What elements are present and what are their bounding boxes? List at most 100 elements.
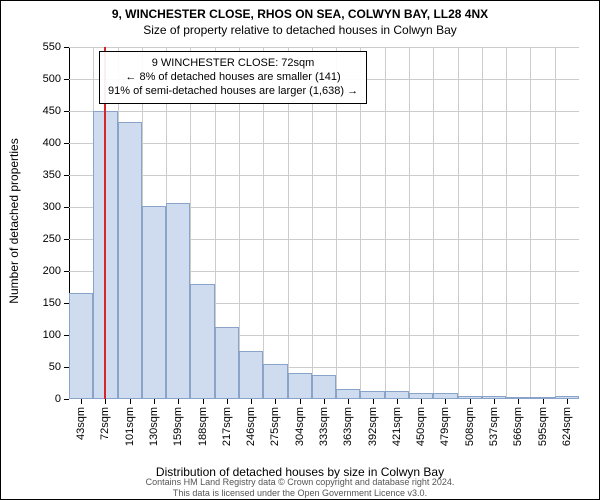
- x-tick-label: 130sqm: [148, 407, 160, 446]
- y-tick-label: 50: [21, 361, 61, 373]
- histogram-bar: [458, 396, 482, 399]
- histogram-bar: [166, 203, 190, 399]
- x-tick-label: 624sqm: [561, 407, 573, 446]
- annotation-line-3: 91% of semi-detached houses are larger (…: [108, 85, 358, 99]
- y-tick-label: 200: [21, 265, 61, 277]
- histogram-bar: [118, 122, 142, 399]
- x-tick-mark: [373, 399, 374, 404]
- footer-line-2: This data is licensed under the Open Gov…: [1, 488, 599, 498]
- histogram-bar: [555, 396, 579, 399]
- gridline-vertical: [506, 47, 507, 399]
- x-tick-label: 246sqm: [245, 407, 257, 446]
- x-tick-label: 72sqm: [99, 407, 111, 440]
- x-tick-mark: [324, 399, 325, 404]
- x-tick-label: 188sqm: [197, 407, 209, 446]
- annotation-line-2: ← 8% of detached houses are smaller (141…: [108, 71, 358, 85]
- y-tick-mark: [64, 239, 69, 240]
- histogram-bar: [215, 327, 239, 399]
- gridline-horizontal: [69, 175, 579, 176]
- x-tick-label: 304sqm: [294, 407, 306, 446]
- x-tick-mark: [397, 399, 398, 404]
- y-tick-label: 550: [21, 41, 61, 53]
- x-tick-mark: [81, 399, 82, 404]
- y-axis-title: Number of detached properties: [7, 138, 21, 303]
- y-tick-label: 100: [21, 329, 61, 341]
- x-tick-label: 479sqm: [439, 407, 451, 446]
- y-tick-mark: [64, 399, 69, 400]
- x-tick-mark: [445, 399, 446, 404]
- gridline-vertical: [482, 47, 483, 399]
- x-tick-label: 537sqm: [488, 407, 500, 446]
- x-tick-label: 421sqm: [391, 407, 403, 446]
- chart-title-main: 9, WINCHESTER CLOSE, RHOS ON SEA, COLWYN…: [1, 1, 599, 21]
- histogram-bar: [530, 397, 554, 399]
- x-tick-label: 392sqm: [367, 407, 379, 446]
- x-tick-label: 159sqm: [172, 407, 184, 446]
- x-tick-label: 595sqm: [537, 407, 549, 446]
- histogram-bar: [263, 364, 287, 399]
- gridline-vertical: [409, 47, 410, 399]
- y-tick-label: 450: [21, 105, 61, 117]
- x-tick-mark: [543, 399, 544, 404]
- x-tick-label: 363sqm: [342, 407, 354, 446]
- histogram-bar: [142, 206, 166, 399]
- x-tick-label: 333sqm: [318, 407, 330, 446]
- y-tick-mark: [64, 207, 69, 208]
- x-tick-mark: [154, 399, 155, 404]
- x-tick-mark: [203, 399, 204, 404]
- histogram-bar: [190, 284, 214, 399]
- gridline-vertical: [433, 47, 434, 399]
- footer-line-1: Contains HM Land Registry data © Crown c…: [1, 477, 599, 487]
- y-tick-label: 150: [21, 297, 61, 309]
- x-tick-mark: [494, 399, 495, 404]
- histogram-bar: [239, 351, 263, 399]
- x-tick-mark: [348, 399, 349, 404]
- y-tick-label: 250: [21, 233, 61, 245]
- y-tick-label: 0: [21, 393, 61, 405]
- x-tick-mark: [251, 399, 252, 404]
- x-tick-mark: [130, 399, 131, 404]
- y-tick-mark: [64, 111, 69, 112]
- y-tick-label: 300: [21, 201, 61, 213]
- histogram-bar: [360, 391, 384, 399]
- x-tick-mark: [300, 399, 301, 404]
- chart-container: 9, WINCHESTER CLOSE, RHOS ON SEA, COLWYN…: [0, 0, 600, 500]
- x-tick-label: 566sqm: [512, 407, 524, 446]
- y-tick-label: 350: [21, 169, 61, 181]
- chart-title-sub: Size of property relative to detached ho…: [1, 21, 599, 37]
- gridline-horizontal: [69, 47, 579, 48]
- x-tick-label: 450sqm: [415, 407, 427, 446]
- histogram-bar: [336, 389, 360, 399]
- histogram-bar: [409, 393, 433, 399]
- annotation-box: 9 WINCHESTER CLOSE: 72sqm← 8% of detache…: [99, 51, 367, 104]
- histogram-bar: [506, 397, 530, 399]
- x-tick-mark: [105, 399, 106, 404]
- gridline-vertical: [385, 47, 386, 399]
- histogram-bar: [385, 391, 409, 399]
- histogram-bar: [288, 373, 312, 399]
- gridline-horizontal: [69, 143, 579, 144]
- y-tick-label: 500: [21, 73, 61, 85]
- x-tick-mark: [518, 399, 519, 404]
- y-tick-mark: [64, 271, 69, 272]
- y-tick-label: 400: [21, 137, 61, 149]
- x-tick-label: 275sqm: [269, 407, 281, 446]
- gridline-vertical: [555, 47, 556, 399]
- x-tick-label: 508sqm: [464, 407, 476, 446]
- histogram-bar: [312, 375, 336, 399]
- y-tick-mark: [64, 143, 69, 144]
- y-tick-mark: [64, 79, 69, 80]
- x-tick-mark: [178, 399, 179, 404]
- x-tick-label: 43sqm: [75, 407, 87, 440]
- chart-footer: Contains HM Land Registry data © Crown c…: [1, 477, 599, 498]
- gridline-vertical: [458, 47, 459, 399]
- histogram-bar: [482, 396, 506, 399]
- plot-area: 05010015020025030035040045050055043sqm72…: [69, 47, 579, 399]
- annotation-line-1: 9 WINCHESTER CLOSE: 72sqm: [108, 57, 358, 71]
- x-tick-label: 217sqm: [221, 407, 233, 446]
- gridline-horizontal: [69, 111, 579, 112]
- x-tick-mark: [567, 399, 568, 404]
- x-tick-mark: [470, 399, 471, 404]
- x-tick-mark: [421, 399, 422, 404]
- y-tick-mark: [64, 175, 69, 176]
